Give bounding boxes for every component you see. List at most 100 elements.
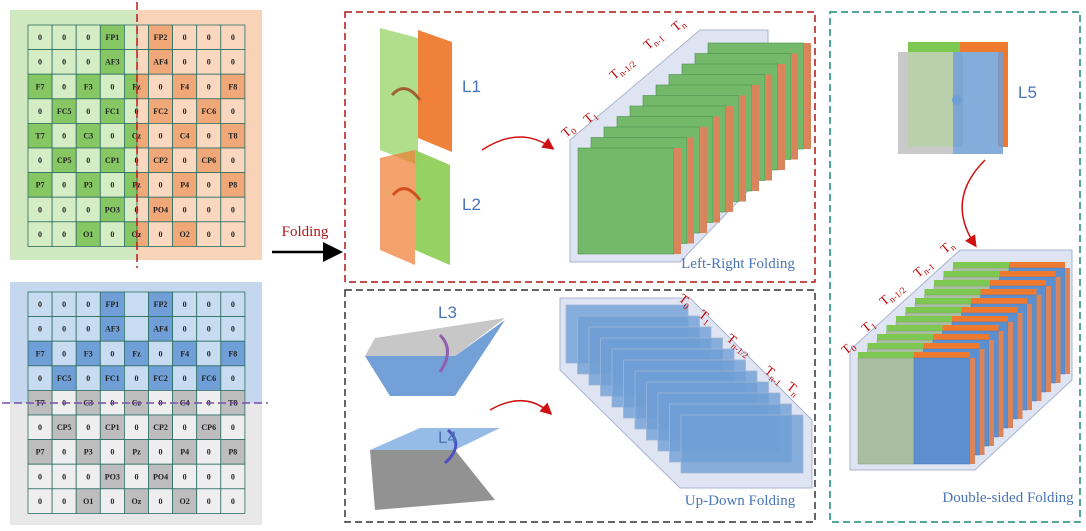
cell-label: P4 [180, 181, 189, 190]
cell-label: 0 [110, 349, 114, 358]
slice-top [923, 343, 980, 349]
grid-cell [75, 488, 101, 514]
grid-cell [27, 463, 53, 490]
panel-caption: Double-sided Folding [942, 490, 1074, 506]
grid-cell [124, 488, 149, 514]
cell-label: Oz [132, 497, 142, 506]
cell-label: FC5 [57, 107, 72, 116]
slice-top [934, 280, 990, 286]
cell-label: P4 [180, 448, 189, 457]
cell-label: 0 [231, 107, 235, 116]
cell-label: 0 [183, 33, 187, 42]
grid-cell [27, 414, 53, 441]
grid-cell [220, 316, 246, 342]
cell-label: 0 [207, 300, 211, 309]
grid-cell [27, 172, 53, 198]
cell-label: 0 [86, 205, 90, 214]
grid-cell [27, 196, 53, 223]
grid-cell [196, 316, 222, 342]
grid-cell [51, 365, 77, 391]
grid-cell [51, 172, 77, 198]
cell-label: 0 [38, 300, 42, 309]
cell-label: 0 [207, 497, 211, 506]
cell-label: FP1 [105, 300, 119, 309]
cell-label: C3 [83, 132, 93, 141]
grid-cell [172, 123, 198, 149]
flap [370, 450, 495, 510]
grid-cell [51, 221, 77, 247]
time-label-sub: n [679, 20, 689, 31]
panel-caption: Up-Down Folding [685, 493, 796, 509]
slice-edge [713, 116, 720, 223]
grid-cell [99, 463, 125, 490]
slice-edge [804, 43, 811, 149]
cell-label: 0 [86, 156, 90, 165]
cell-label: CP1 [105, 423, 120, 432]
time-label-sub: n [789, 389, 799, 400]
time-label-sub: 0 [849, 343, 859, 354]
cell-label: 0 [86, 325, 90, 334]
grid-cell [99, 340, 125, 367]
cell-label: 0 [183, 58, 187, 67]
flap [953, 52, 1003, 154]
panel-frame [829, 11, 1081, 523]
grid-cell [136, 98, 149, 124]
grid-cell [196, 49, 222, 75]
slice-edge [1046, 286, 1051, 392]
grid-cell [220, 488, 246, 514]
cell-label: 0 [231, 374, 235, 383]
grid-cell [172, 98, 198, 124]
cell-label: O2 [180, 497, 190, 506]
grid-cell [124, 365, 149, 391]
cell-label: AF4 [153, 58, 168, 67]
grid-cell [148, 196, 174, 223]
slice-top [886, 325, 943, 331]
cell-label: C4 [180, 132, 190, 141]
cell-label: 0 [62, 205, 66, 214]
cell-label: 0 [62, 325, 66, 334]
grid-cell [75, 172, 101, 198]
cell-label: 0 [86, 33, 90, 42]
flap [418, 30, 452, 152]
cell-label: FC5 [57, 374, 72, 383]
grid-cell [99, 24, 125, 51]
grid-cell [124, 291, 149, 318]
grid-cell [75, 221, 101, 247]
cell-label: PO3 [105, 205, 120, 214]
grid-cell [196, 147, 222, 174]
slice-top [999, 271, 1056, 277]
arrow [481, 136, 555, 151]
panel-caption: Left-Right Folding [681, 256, 795, 272]
slice-top [877, 334, 933, 340]
cell-label: 0 [231, 472, 235, 481]
layer-label: L3 [438, 303, 457, 322]
cell-label: 0 [62, 132, 66, 141]
cell-label: 0 [62, 33, 66, 42]
cell-label: P3 [84, 181, 93, 190]
cell-label: 0 [159, 497, 163, 506]
cell-label: 0 [207, 349, 211, 358]
cell-label: 0 [207, 230, 211, 239]
slice-top [933, 334, 989, 340]
time-label-sub: 1 [869, 321, 879, 332]
cell-label: 0 [110, 82, 114, 91]
grid-cell [27, 147, 53, 174]
cell-label: 0 [86, 107, 90, 116]
grid-cell [51, 49, 77, 75]
grid-cell [136, 24, 149, 51]
cell-label: 0 [38, 472, 42, 481]
grid-cell [136, 196, 149, 223]
time-label: Tn-1/2 [606, 53, 638, 83]
cell-label: F3 [84, 82, 93, 91]
slice-edge [791, 53, 798, 160]
cell-label: 0 [183, 374, 187, 383]
grid-cell [172, 414, 198, 441]
grid-cell [51, 98, 77, 124]
flap [380, 28, 418, 165]
pivot [952, 95, 962, 105]
cell-label: 0 [38, 325, 42, 334]
cell-label: FP2 [154, 33, 168, 42]
cell-label: T7 [35, 132, 44, 141]
grid-cell [27, 24, 53, 51]
cell-label: 0 [183, 107, 187, 116]
